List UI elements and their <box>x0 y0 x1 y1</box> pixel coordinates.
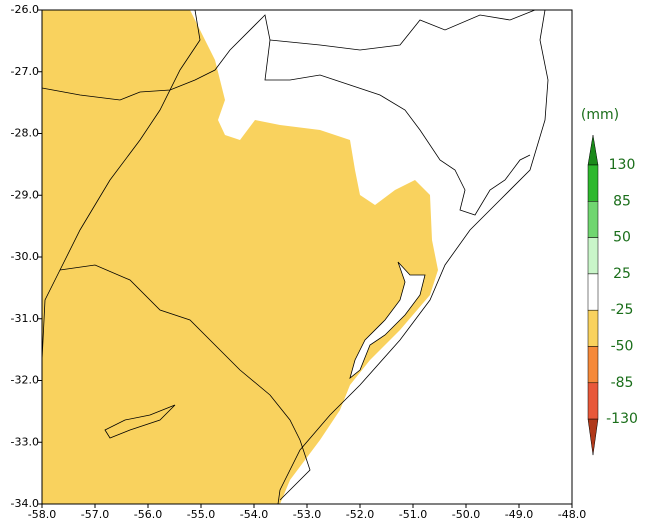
x-tick-label: -58.0 <box>28 508 56 521</box>
colorbar-box <box>587 201 599 238</box>
y-tick-label: -28.0 <box>11 127 39 140</box>
y-tick-label: -27.0 <box>11 65 39 78</box>
x-tick-label: -52.0 <box>346 508 374 521</box>
colorbar-box <box>587 382 599 420</box>
x-tick-label: -56.0 <box>134 508 162 521</box>
colorbar-label: -130 <box>606 411 638 427</box>
x-tick-label: -51.0 <box>399 508 427 521</box>
colorbar-box <box>587 346 599 384</box>
colorbar-box <box>587 273 599 311</box>
colorbar-arrow <box>587 418 599 456</box>
y-tick-label: -33.0 <box>11 435 39 448</box>
anomaly-area <box>42 10 438 504</box>
colorbar-label: 130 <box>609 157 636 173</box>
x-tick-label: -49.0 <box>505 508 533 521</box>
colorbar-label: 50 <box>613 230 631 246</box>
y-tick-label: -32.0 <box>11 374 39 387</box>
x-tick-label: -55.0 <box>187 508 215 521</box>
y-tick-label: -31.0 <box>11 312 39 325</box>
colorbar-label: -50 <box>611 339 634 355</box>
x-tick-label: -48.0 <box>558 508 586 521</box>
x-tick-label: -54.0 <box>240 508 268 521</box>
lagoon <box>349 261 426 380</box>
colorbar: (mm) 130 85 50 25 -25 -50 -85 -130 <box>581 107 638 456</box>
colorbar-box <box>587 309 599 347</box>
y-tick-label: -30.0 <box>11 250 39 263</box>
colorbar-label: -25 <box>611 302 634 318</box>
colorbar-label: 25 <box>613 266 631 282</box>
y-tick-label: -26.0 <box>11 3 39 16</box>
borders <box>41 9 549 505</box>
colorbar-box <box>587 237 599 275</box>
x-tick-label: -53.0 <box>293 508 321 521</box>
y-tick-label: -29.0 <box>11 188 39 201</box>
colorbar-arrow <box>587 134 599 166</box>
colorbar-unit: (mm) <box>581 107 619 123</box>
colorbar-label: -85 <box>611 375 634 391</box>
x-tick-label: -50.0 <box>452 508 480 521</box>
colorbar-box <box>587 164 599 202</box>
y-tick-label: -34.0 <box>11 497 39 510</box>
colorbar-label: 85 <box>613 193 631 209</box>
x-tick-label: -57.0 <box>81 508 109 521</box>
